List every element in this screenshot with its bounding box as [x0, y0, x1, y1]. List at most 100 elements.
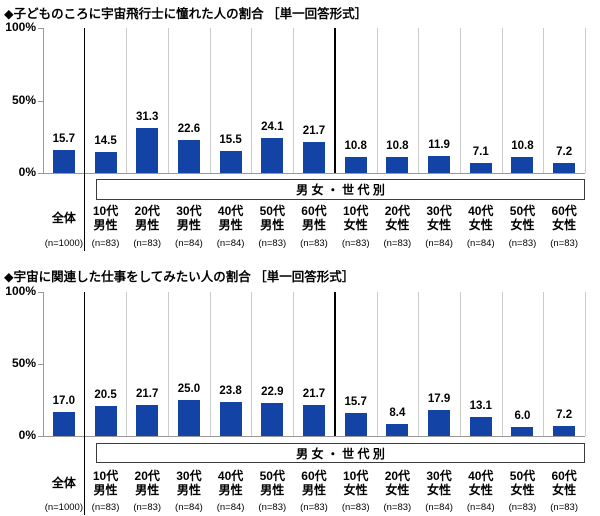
category-label-line: 40代	[217, 469, 244, 483]
category-label-40代男性: 40代 男性	[210, 204, 252, 232]
category-label-line: 男性	[260, 218, 285, 232]
category-label-line: 50代	[259, 469, 285, 483]
category-label-20代男性: 20代 男性	[126, 469, 168, 497]
category-label-20代男性: 20代 男性	[126, 204, 168, 232]
bar-value-label: 6.0	[514, 410, 531, 423]
category-gridline	[251, 28, 253, 173]
bar-30代男性	[177, 400, 200, 436]
category-label-40代女性: 40代 女性	[460, 204, 502, 232]
bar-value-label: 25.0	[177, 383, 201, 395]
category-label-line: 10代	[343, 204, 369, 218]
category-gridline	[501, 28, 503, 173]
y-tick-label: 0%	[18, 428, 36, 442]
category-label-60代男性: 60代 男性	[293, 204, 335, 232]
bar-value-label: 22.6	[177, 123, 201, 136]
sample-size-label: (n=84)	[425, 502, 453, 513]
category-gridline	[543, 28, 545, 173]
category-label-line: 女性	[343, 483, 368, 497]
category-label-line: 30代	[426, 469, 452, 483]
bar-30代男性	[177, 140, 200, 173]
category-label-60代男性: 60代 男性	[293, 469, 335, 497]
bar-value-label: 13.1	[469, 400, 492, 413]
category-label-30代男性: 30代 男性	[168, 469, 210, 497]
plot-area: 100% 50% 0% 15.7 全体 (n=1000) 14.5 10代 男性 (n=83) 31…	[5, 20, 586, 251]
bar-20代男性	[136, 404, 159, 436]
category-label-line: 50代	[509, 204, 536, 218]
category-label-line: 30代	[426, 204, 452, 218]
category-label-line: 40代	[468, 204, 494, 218]
category-gridline	[293, 28, 295, 173]
category-label-line: 10代	[92, 204, 119, 218]
category-label-line: 60代	[551, 204, 577, 218]
sample-size-label: (n=83)	[341, 238, 370, 249]
sample-size-label: (n=84)	[466, 502, 495, 513]
category-gridline	[251, 292, 253, 436]
bar-30代女性	[428, 155, 451, 173]
sample-size-label: (n=1000)	[44, 238, 83, 249]
bar-50代女性	[511, 157, 534, 173]
category-label-line: 男性	[135, 483, 160, 497]
category-label-60代女性: 60代 女性	[543, 469, 585, 497]
bar-value-label: 8.4	[389, 406, 406, 419]
sample-size-label: (n=83)	[550, 238, 578, 249]
bar-value-label: 10.8	[344, 140, 367, 153]
bar-value-label: 10.8	[511, 140, 534, 153]
y-axis-line	[43, 292, 44, 436]
category-gridline	[209, 28, 211, 173]
group-box-label: 男 女 ・ 世 代 別	[296, 446, 385, 461]
category-gridline	[543, 292, 545, 436]
sample-size-label: (n=1000)	[44, 502, 83, 513]
y-tick-mark	[38, 28, 43, 29]
category-label-line: 60代	[301, 469, 327, 483]
category-label-line: 20代	[384, 469, 411, 483]
category-gridline	[126, 28, 128, 173]
y-tick-mark	[38, 436, 43, 437]
y-tick-label: 0%	[18, 165, 36, 179]
category-gridline	[376, 28, 378, 173]
category-gridline	[459, 292, 461, 436]
category-label-line: 男性	[260, 483, 285, 497]
category-gridline	[501, 292, 503, 436]
category-label-line: 20代	[384, 204, 411, 218]
bar-60代男性	[303, 141, 325, 173]
sample-size-label: (n=84)	[425, 238, 453, 249]
bar-10代男性	[94, 406, 117, 436]
plot-area: 100% 50% 0% 17.0 全体 (n=1000) 20.5 10代 男性 (n=83) 21…	[0, 258, 600, 516]
bar-value-label: 17.9	[427, 393, 451, 406]
category-gridline	[126, 292, 128, 436]
category-label-全体: 全体	[43, 476, 85, 490]
bar-10代女性	[344, 157, 367, 173]
group-box: 男 女 ・ 世 代 別	[96, 443, 585, 463]
category-label-40代女性: 40代 女性	[460, 469, 502, 497]
bar-20代女性	[386, 157, 409, 173]
gender-separator-line	[334, 292, 336, 436]
sample-size-label: (n=83)	[258, 238, 287, 249]
bar-value-label: 24.1	[261, 121, 284, 134]
category-label-line: 30代	[176, 469, 202, 483]
category-label-line: 女性	[343, 218, 368, 232]
category-gridline	[376, 292, 378, 436]
category-label-line: 男性	[218, 218, 243, 232]
category-label-line: 男性	[301, 218, 326, 232]
bar-60代女性	[553, 162, 576, 173]
category-label-line: 男性	[135, 218, 160, 232]
bar-value-label: 14.5	[94, 134, 117, 147]
category-label-10代女性: 10代 女性	[335, 469, 377, 497]
category-label-line: 50代	[509, 469, 536, 483]
category-label-line: 女性	[468, 218, 493, 232]
bar-50代男性	[261, 138, 284, 173]
sample-size-label: (n=84)	[175, 238, 203, 249]
category-label-line: 女性	[385, 483, 410, 497]
bar-value-label: 11.9	[428, 138, 450, 151]
category-label-20代女性: 20代 女性	[377, 204, 419, 232]
chart-space-job-interest: ◆宇宙に関連した仕事をしてみたい人の割合 ［単一回答形式］ 100% 50% 0% 1…	[0, 258, 600, 516]
bar-30代女性	[428, 410, 451, 436]
category-label-line: 男性	[218, 483, 243, 497]
category-gridline	[168, 292, 170, 436]
bar-20代男性	[136, 127, 159, 173]
category-label-30代女性: 30代 女性	[418, 469, 460, 497]
bar-60代女性	[553, 425, 576, 436]
y-tick-mark	[38, 364, 43, 365]
bar-10代男性	[94, 151, 117, 173]
category-label-50代男性: 50代 男性	[251, 204, 293, 232]
